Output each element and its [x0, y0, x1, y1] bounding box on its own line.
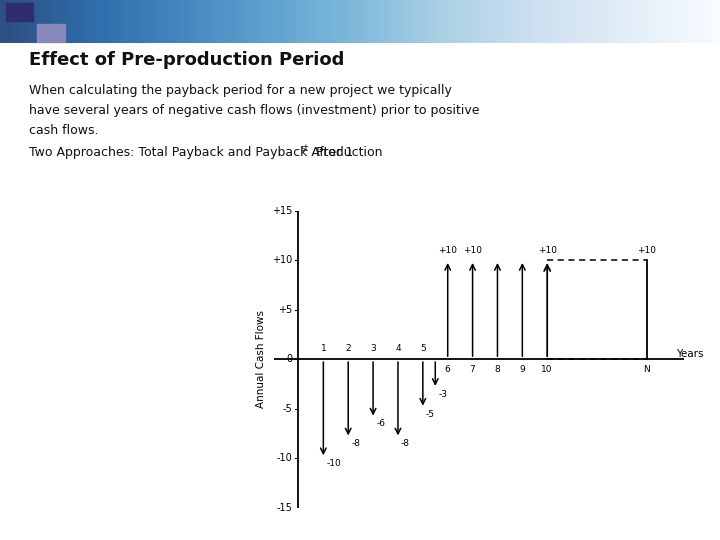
- Text: 6: 6: [445, 365, 451, 374]
- Text: When calculating the payback period for a new project we typically: When calculating the payback period for …: [29, 84, 451, 97]
- Text: -5: -5: [282, 403, 292, 414]
- Text: Production: Production: [312, 146, 382, 159]
- Text: -8: -8: [401, 439, 410, 448]
- Text: +10: +10: [538, 246, 557, 255]
- Text: 10: 10: [541, 365, 553, 374]
- Text: -5: -5: [426, 409, 435, 418]
- Text: 1: 1: [320, 344, 326, 353]
- Text: -6: -6: [376, 420, 385, 429]
- Text: 7: 7: [469, 365, 475, 374]
- Text: have several years of negative cash flows (investment) prior to positive: have several years of negative cash flow…: [29, 104, 480, 117]
- Text: 5: 5: [420, 344, 426, 353]
- Text: 4: 4: [395, 344, 401, 353]
- Text: 9: 9: [519, 365, 525, 374]
- Text: Annual Cash Flows: Annual Cash Flows: [256, 310, 266, 408]
- Text: -10: -10: [276, 453, 292, 463]
- Text: +10: +10: [272, 255, 292, 265]
- Text: N: N: [643, 365, 650, 374]
- Text: +5: +5: [278, 305, 292, 315]
- Text: 0: 0: [286, 354, 292, 364]
- Text: -8: -8: [351, 439, 360, 448]
- Text: +10: +10: [438, 246, 457, 255]
- Text: +15: +15: [272, 206, 292, 215]
- Text: Effect of Pre-production Period: Effect of Pre-production Period: [29, 51, 344, 69]
- Text: -15: -15: [276, 503, 292, 512]
- Text: -10: -10: [326, 459, 341, 468]
- Text: st: st: [301, 144, 309, 153]
- Bar: [6, 3, 33, 21]
- Text: -3: -3: [439, 390, 448, 399]
- Text: +10: +10: [637, 246, 656, 255]
- Text: 8: 8: [495, 365, 500, 374]
- Bar: [37, 24, 65, 42]
- Text: Years: Years: [677, 349, 704, 359]
- Text: 3: 3: [370, 344, 376, 353]
- Text: 2: 2: [346, 344, 351, 353]
- Text: Two Approaches: Total Payback and Payback After 1: Two Approaches: Total Payback and Paybac…: [29, 146, 353, 159]
- Text: cash flows.: cash flows.: [29, 124, 99, 137]
- Text: +10: +10: [463, 246, 482, 255]
